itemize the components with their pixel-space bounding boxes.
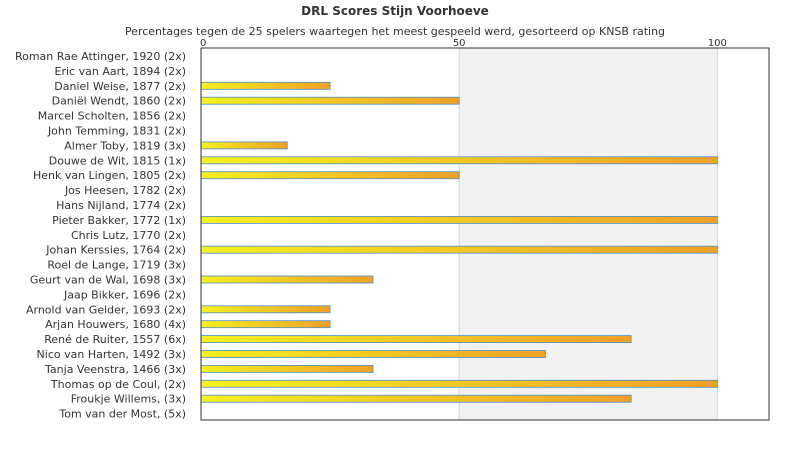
category-label: Almer Toby, 1819 (3x): [64, 139, 186, 152]
category-label: Roel de Lange, 1719 (3x): [47, 259, 186, 272]
category-label: Tanja Veenstra, 1466 (3x): [44, 363, 186, 376]
grid-band: [459, 48, 718, 420]
category-label: Geurt van de Wal, 1698 (3x): [30, 274, 186, 287]
category-label: Eric van Aart, 1894 (2x): [55, 65, 186, 78]
x-tick-label: 100: [708, 38, 727, 49]
bar: [200, 394, 632, 403]
category-label: John Temming, 1831 (2x): [47, 125, 186, 138]
bar: [200, 320, 331, 329]
category-label: Henk van Lingen, 1805 (2x): [33, 169, 186, 182]
category-label: Chris Lutz, 1770 (2x): [71, 229, 186, 242]
category-label: Johan Kerssies, 1764 (2x): [45, 244, 186, 257]
bar: [200, 335, 632, 344]
category-label: Daniel Weise, 1877 (2x): [54, 80, 186, 93]
bar: [200, 156, 718, 165]
bar: [200, 364, 374, 373]
category-label: Froukje Willems, (3x): [71, 393, 186, 406]
bar: [200, 379, 718, 388]
x-tick-label: 50: [453, 38, 466, 49]
category-label: Hans Nijland, 1774 (2x): [56, 199, 186, 212]
category-label: Douwe de Wit, 1815 (1x): [49, 154, 186, 167]
bar: [200, 305, 331, 314]
category-label: René de Ruiter, 1557 (6x): [44, 333, 186, 346]
bar: [200, 215, 718, 224]
category-label: Arnold van Gelder, 1693 (2x): [26, 303, 186, 316]
category-label: Jos Heesen, 1782 (2x): [64, 184, 186, 197]
bar: [200, 245, 718, 254]
category-label: Arjan Houwers, 1680 (4x): [45, 318, 186, 331]
category-label: Thomas op de Coul, (2x): [50, 378, 186, 391]
bar: [200, 81, 331, 90]
chart-subtitle: Percentages tegen de 25 spelers waartege…: [124, 25, 666, 38]
bar: [200, 350, 546, 358]
bar: [200, 275, 374, 284]
bar: [200, 171, 460, 180]
plot-frame: [200, 47, 770, 421]
category-label: Jaap Bikker, 1696 (2x): [63, 288, 186, 301]
category-label: Daniël Wendt, 1860 (2x): [52, 95, 186, 108]
category-label: Tom van der Most, (5x): [58, 408, 186, 421]
category-label: Nico van Harten, 1492 (3x): [37, 348, 186, 361]
bar: [200, 96, 460, 105]
category-label: Pieter Bakker, 1772 (1x): [52, 214, 186, 227]
x-tick-label: 0: [200, 38, 206, 49]
chart-title: DRL Scores Stijn Voorhoeve: [301, 4, 489, 18]
category-label: Marcel Scholten, 1856 (2x): [38, 110, 186, 123]
bar: [200, 141, 288, 150]
category-label: Roman Rae Attinger, 1920 (2x): [15, 50, 186, 63]
